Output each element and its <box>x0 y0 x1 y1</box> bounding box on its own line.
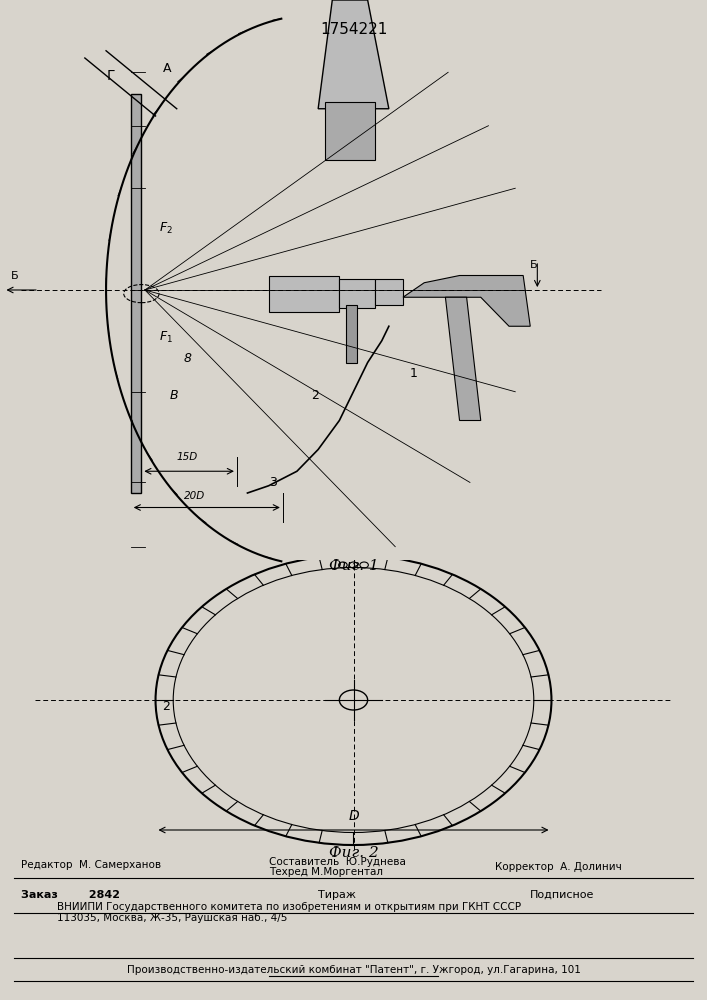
Text: $F_2$: $F_2$ <box>159 221 173 236</box>
Bar <box>325 102 375 159</box>
Text: Подписное: Подписное <box>530 890 595 900</box>
Text: 3: 3 <box>269 476 276 489</box>
Text: $\Gamma$: $\Gamma$ <box>106 69 116 83</box>
Bar <box>339 279 375 308</box>
Text: Техред М.Моргентал: Техред М.Моргентал <box>269 867 382 877</box>
Text: Фиг. 2: Фиг. 2 <box>329 846 378 860</box>
Polygon shape <box>445 297 481 420</box>
Polygon shape <box>318 0 389 109</box>
Text: 1754221: 1754221 <box>320 21 387 36</box>
Text: 113035, Москва, Ж-35, Раушская наб., 4/5: 113035, Москва, Ж-35, Раушская наб., 4/5 <box>57 913 287 923</box>
Bar <box>269 275 339 312</box>
Bar <box>346 304 357 362</box>
Text: Тираж: Тираж <box>318 890 356 900</box>
Text: ВНИИПИ Государственного комитета по изобретениям и открытиям при ГКНТ СССР: ВНИИПИ Государственного комитета по изоб… <box>57 902 520 912</box>
Text: 8: 8 <box>184 353 192 365</box>
Bar <box>375 279 403 304</box>
Text: Производственно-издательский комбинат "Патент", г. Ужгород, ул.Гагарина, 101: Производственно-издательский комбинат "П… <box>127 965 580 975</box>
Text: A: A <box>163 62 171 76</box>
Text: Редактор  М. Самерханов: Редактор М. Самерханов <box>21 860 161 870</box>
Text: $F_1$: $F_1$ <box>159 330 173 345</box>
Text: Б: Б <box>11 271 18 281</box>
Text: Корректор  А. Долинич: Корректор А. Долинич <box>495 862 621 872</box>
Bar <box>131 94 141 493</box>
Polygon shape <box>403 275 530 326</box>
Text: 15D: 15D <box>177 452 198 462</box>
Text: 1: 1 <box>410 367 418 380</box>
Text: 20D: 20D <box>184 491 205 501</box>
Text: D: D <box>348 809 359 823</box>
Text: Б: Б <box>530 260 538 270</box>
Text: B: B <box>170 389 178 402</box>
Text: 2: 2 <box>311 389 319 402</box>
Text: Составитель  Ю.Руднева: Составитель Ю.Руднева <box>269 857 406 867</box>
Text: Фиг. 1: Фиг. 1 <box>329 558 378 572</box>
Text: 2: 2 <box>163 700 170 713</box>
Text: Заказ        2842: Заказ 2842 <box>21 890 120 900</box>
